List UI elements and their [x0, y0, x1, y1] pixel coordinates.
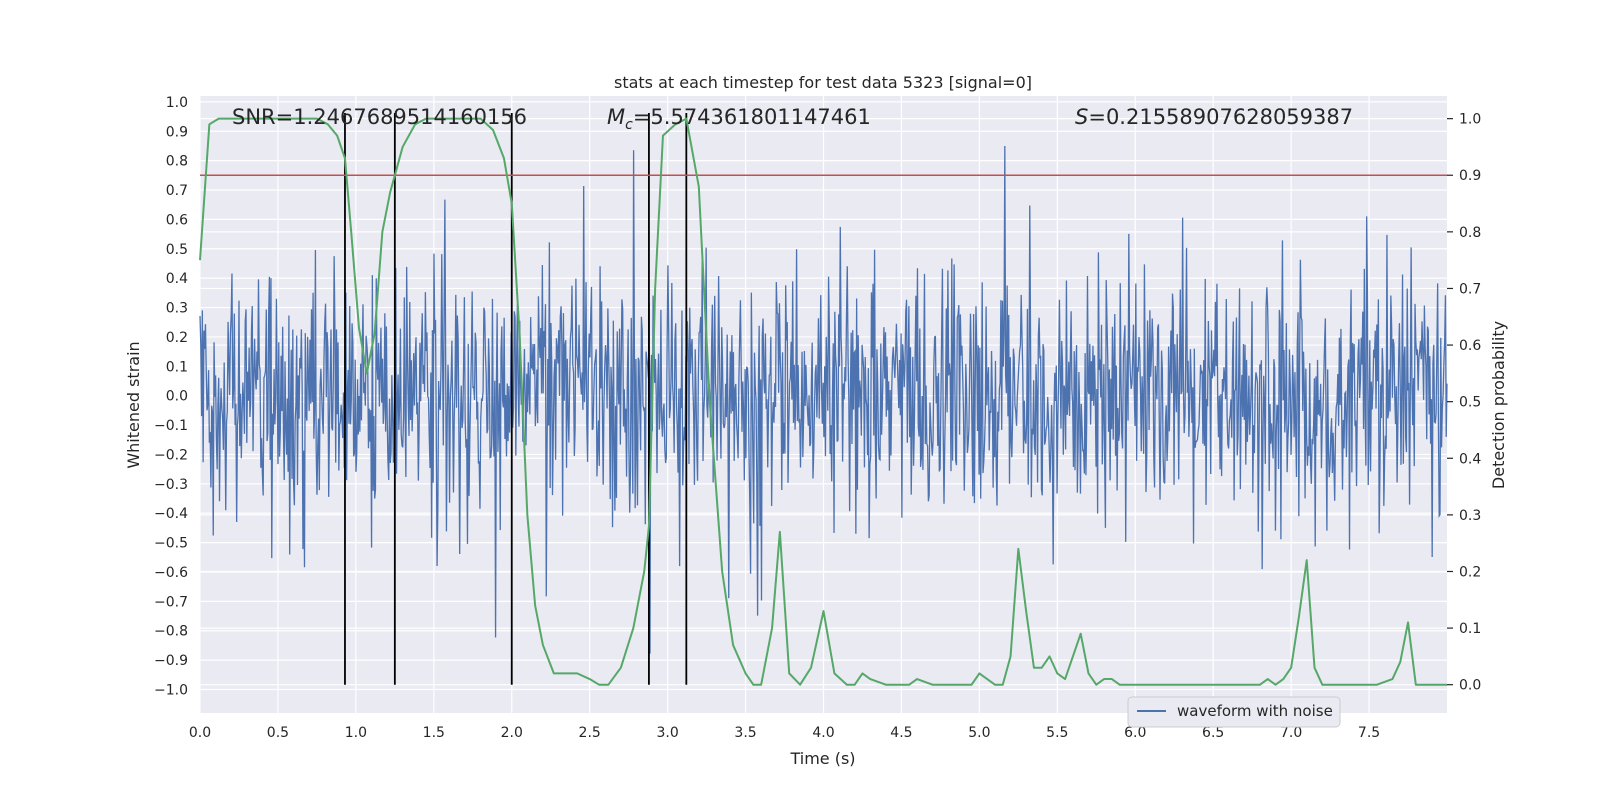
y-left-tick-label-18: −0.8: [154, 624, 188, 640]
y-left-tick-label-1: 0.9: [166, 124, 188, 140]
waveform-line: [199, 145, 1448, 654]
y-left-tick-label-2: 0.8: [166, 154, 188, 170]
x-tick-label-13: 6.5: [1202, 725, 1224, 741]
y-left-tick-label-8: 0.2: [166, 330, 188, 346]
y-left-tick-label-17: −0.7: [154, 594, 188, 610]
y-right-tick-label-8: 0.2: [1459, 564, 1481, 580]
x-tick-label-11: 5.5: [1046, 725, 1068, 741]
x-tick-label-1: 0.5: [267, 725, 289, 741]
y-left-tick-label-7: 0.3: [166, 301, 188, 317]
y-left-tick-label-13: −0.3: [154, 477, 188, 493]
chirp-mass-subscript: c: [625, 117, 633, 133]
y-right-tick-label-7: 0.3: [1459, 508, 1481, 524]
y-right-tick-label-5: 0.5: [1459, 395, 1481, 411]
y-left-tick-label-11: −0.1: [154, 418, 188, 434]
x-tick-label-14: 7.0: [1280, 725, 1302, 741]
y-left-tick-label-14: −0.4: [154, 506, 188, 522]
y-right-tick-label-1: 0.9: [1459, 168, 1481, 184]
y-left-tick-label-5: 0.5: [166, 242, 188, 258]
y-axis-left-label: Whitened strain: [124, 341, 143, 468]
y-left-tick-label-10: 0.0: [166, 389, 188, 405]
x-tick-label-12: 6.0: [1124, 725, 1146, 741]
detection-probability-line: [199, 117, 1447, 686]
y-left-tick-label-19: −0.9: [154, 653, 188, 669]
x-tick-label-2: 1.0: [345, 725, 367, 741]
y-right-tick-label-2: 0.8: [1459, 225, 1481, 241]
y-right-tick-label-9: 0.1: [1459, 621, 1481, 637]
tick-label-layer: 0.0 0.5 1.0 1.5 2.0 2.5 3.0 3.5 4.0 4.5 5.0 5.5 6.0 6…: [154, 95, 1481, 741]
x-tick-label-8: 4.0: [812, 725, 834, 741]
y-axis-right-label: Detection probability: [1489, 321, 1508, 489]
x-tick-label-4: 2.0: [501, 725, 523, 741]
y-left-tick-label-0: 1.0: [166, 95, 188, 111]
y-right-tick-label-10: 0.0: [1459, 678, 1481, 694]
x-axis-label: Time (s): [789, 749, 855, 768]
x-tick-label-0: 0.0: [189, 725, 211, 741]
y-left-tick-label-20: −1.0: [154, 682, 188, 698]
y-left-tick-label-4: 0.6: [166, 212, 188, 228]
chirp-mass-value: =5.574361801147461: [633, 105, 871, 129]
y-left-tick-label-16: −0.6: [154, 565, 188, 581]
chirp-mass-annotation: Mc=5.574361801147461: [607, 105, 871, 133]
waveform-series: [199, 145, 1448, 654]
snr-annotation: SNR=1.2467689514160156: [232, 105, 527, 129]
x-tick-label-3: 1.5: [423, 725, 445, 741]
s-symbol: S: [1075, 105, 1088, 129]
y-left-tick-label-12: −0.2: [154, 447, 188, 463]
s-annotation: S=0.21558907628059387: [1075, 105, 1353, 129]
x-tick-label-9: 4.5: [890, 725, 912, 741]
legend-label: waveform with noise: [1177, 702, 1333, 720]
legend-box: [1127, 696, 1341, 728]
x-tick-label-7: 3.5: [734, 725, 756, 741]
y-left-tick-label-15: −0.5: [154, 536, 188, 552]
x-tick-label-10: 5.0: [968, 725, 990, 741]
y-right-tick-label-4: 0.6: [1459, 338, 1481, 354]
y-right-tick-label-3: 0.7: [1459, 281, 1481, 297]
s-value: =0.21558907628059387: [1088, 105, 1353, 129]
y-right-tick-label-0: 1.0: [1459, 112, 1481, 128]
y-left-tick-label-9: 0.1: [166, 359, 188, 375]
y-right-tick-label-6: 0.4: [1459, 451, 1481, 467]
y-left-tick-label-6: 0.4: [166, 271, 188, 287]
chirp-mass-symbol: M: [607, 105, 625, 129]
x-tick-label-5: 2.5: [579, 725, 601, 741]
chart-title: stats at each timestep for test data 532…: [614, 73, 1032, 92]
x-tick-label-15: 7.5: [1358, 725, 1380, 741]
y-left-tick-label-3: 0.7: [166, 183, 188, 199]
legend: waveform with noise: [1127, 696, 1341, 728]
detection-probability-layer: [199, 117, 1447, 686]
x-tick-label-6: 3.0: [656, 725, 678, 741]
